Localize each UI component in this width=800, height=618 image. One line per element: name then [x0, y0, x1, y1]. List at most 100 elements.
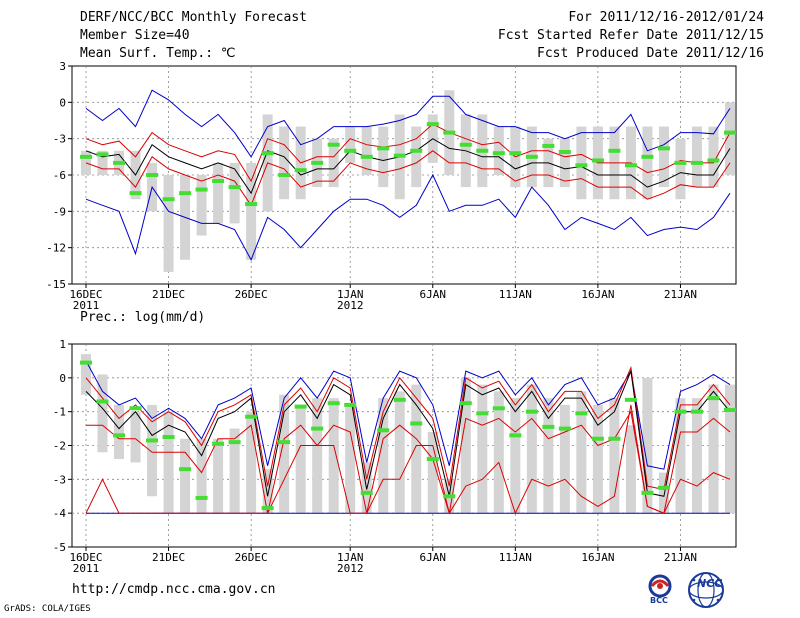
x-tick-label: 21DEC	[152, 288, 185, 301]
median-marker	[212, 179, 225, 184]
y-tick-label: -4	[53, 507, 67, 520]
median-marker	[641, 154, 654, 159]
median-marker	[608, 148, 621, 153]
median-marker	[162, 435, 175, 440]
median-marker	[113, 433, 126, 438]
median-marker	[509, 433, 522, 438]
median-marker	[657, 146, 670, 151]
spread-box	[642, 126, 653, 200]
spread-box	[147, 404, 158, 497]
x-tick-label: 6JAN	[420, 288, 447, 301]
spread-box	[691, 126, 702, 188]
spread-box	[725, 384, 735, 514]
median-marker	[278, 440, 291, 445]
inner-upper-line	[85, 365, 731, 491]
spread-box	[279, 394, 290, 514]
member-size-label: Member Size=40	[80, 28, 190, 43]
median-marker	[492, 151, 505, 156]
median-marker	[443, 130, 456, 135]
spread-box	[708, 384, 719, 514]
inner-lower-line	[86, 410, 731, 514]
y-tick-label: -12	[46, 242, 66, 255]
spread-box	[427, 431, 438, 514]
fcst-started-date: Fcst Started Refer Date 2011/12/15	[497, 28, 764, 43]
spread-box	[592, 404, 603, 514]
median-marker	[129, 191, 142, 196]
spread-box	[411, 126, 422, 188]
spread-box	[642, 377, 653, 514]
spread-box	[411, 384, 422, 514]
median-marker	[393, 397, 406, 402]
median-marker	[80, 154, 92, 159]
median-marker	[393, 153, 406, 158]
temperature-variable-label: Mean Surf. Temp.: ℃	[80, 46, 236, 61]
spread-box	[625, 425, 636, 514]
x-tick-label: 26DEC	[235, 551, 268, 564]
spread-box	[576, 126, 587, 200]
spread-box	[378, 398, 389, 514]
spread-box	[691, 398, 702, 514]
outer-upper-line	[85, 89, 731, 158]
spread-box	[493, 391, 504, 514]
median-marker	[459, 401, 472, 406]
inner-lower-line	[85, 150, 731, 207]
x-tick-label: 11JAN	[499, 551, 532, 564]
median-marker	[195, 187, 208, 192]
median-marker	[228, 185, 241, 190]
median-marker	[591, 158, 604, 163]
median-marker	[261, 506, 274, 511]
x-tick-year-label: 2011	[73, 562, 100, 575]
spread-box	[163, 175, 174, 272]
median-marker	[344, 402, 357, 407]
y-tick-label: 0	[59, 96, 66, 109]
y-tick-label: 3	[59, 60, 66, 73]
y-tick-label: -1	[53, 406, 66, 419]
spread-box	[312, 398, 323, 514]
spread-box	[213, 438, 224, 514]
spread-box	[328, 398, 339, 514]
spread-box	[658, 472, 669, 514]
median-marker	[228, 440, 241, 445]
x-tick-label: 16DEC	[69, 288, 102, 301]
median-marker	[476, 411, 489, 416]
median-marker	[443, 494, 456, 499]
median-marker	[212, 441, 225, 446]
spread-box	[279, 126, 290, 200]
median-marker	[360, 490, 373, 495]
median-marker	[377, 146, 390, 151]
x-tick-year-label: 2011	[73, 299, 100, 312]
ncc-logo	[688, 572, 724, 608]
spread-box	[81, 150, 91, 175]
grads-credit: GrADS: COLA/IGES	[4, 604, 91, 614]
median-marker	[459, 142, 472, 147]
median-marker	[96, 399, 109, 404]
y-tick-label: -3	[53, 133, 66, 146]
median-marker	[294, 404, 307, 409]
median-marker	[641, 490, 654, 495]
median-marker	[509, 151, 522, 156]
median-marker	[195, 495, 208, 500]
x-tick-year-label: 2012	[337, 562, 364, 575]
inner-lower2-line	[85, 404, 731, 515]
spread-box	[658, 126, 669, 188]
median-marker	[525, 154, 538, 159]
median-marker	[674, 409, 687, 414]
spread-box	[361, 126, 372, 175]
spread-box	[675, 138, 686, 200]
median-marker	[542, 424, 555, 429]
spread-box	[394, 391, 405, 514]
y-tick-label: -3	[53, 473, 66, 486]
spread-box	[328, 138, 339, 188]
median-marker	[690, 409, 703, 414]
inner-upper-line	[85, 123, 731, 183]
median-marker	[608, 436, 621, 441]
outer-upper-line	[85, 360, 731, 470]
footer-url[interactable]: http://cmdp.ncc.cma.gov.cn	[72, 582, 276, 597]
spread-box	[229, 428, 240, 514]
spread-box	[97, 374, 108, 453]
median-marker	[410, 421, 423, 426]
